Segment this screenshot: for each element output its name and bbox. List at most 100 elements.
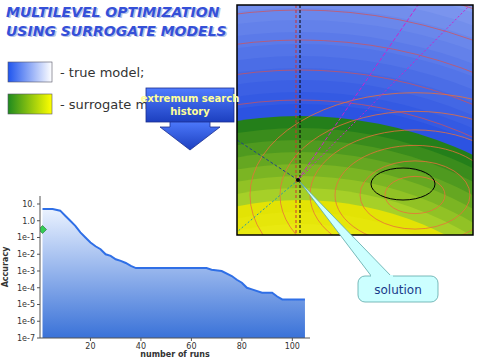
y-tick	[37, 203, 40, 204]
y-tick-label: 1e-6	[17, 317, 35, 326]
solution-callout: solution	[300, 182, 438, 302]
contour-band	[237, 5, 473, 235]
y-tick	[37, 287, 40, 288]
constraint-line	[300, 5, 301, 235]
legend-swatch	[8, 62, 52, 82]
contour-band	[237, 5, 473, 235]
contour-band	[237, 5, 473, 235]
contour-band	[237, 5, 473, 235]
callout-text: solution	[374, 283, 422, 297]
contour-band	[237, 5, 473, 235]
figure-frame	[237, 5, 473, 235]
contour-band	[237, 152, 473, 235]
callout-pointer	[300, 182, 392, 277]
y-tick-label: 1e-3	[17, 267, 35, 276]
y-tick-label: 1e-1	[17, 233, 35, 242]
contour-line	[237, 100, 473, 235]
contour-band	[237, 5, 473, 235]
title-line: USING SURROGATE MODELS	[6, 23, 227, 39]
contour-line	[237, 5, 473, 235]
y-tick	[37, 321, 40, 322]
x-tick-label: 20	[85, 342, 95, 351]
contour-band	[237, 5, 473, 235]
y-tick-label: 1e-7	[17, 334, 35, 343]
contour-band	[237, 104, 473, 235]
contour-line	[237, 5, 473, 235]
contour-line	[237, 70, 473, 235]
contour-band	[237, 20, 473, 235]
contour-line	[237, 5, 473, 235]
x-tick	[292, 338, 293, 341]
y-tick-label: 1e-2	[17, 250, 35, 259]
chart: 10.1.01e-11e-21e-31e-41e-51e-61e-7204060…	[1, 196, 310, 359]
contour-band	[237, 5, 473, 235]
y-tick-label: 10.	[22, 200, 35, 209]
callout-box	[358, 276, 438, 302]
contour-band	[237, 212, 473, 235]
y-axis	[40, 196, 41, 338]
contour-band	[237, 5, 473, 235]
contour-band	[237, 164, 473, 235]
contour-line	[237, 5, 473, 235]
history-callout: extremum search history	[141, 88, 240, 150]
objective-contour	[385, 176, 445, 213]
solution-point	[296, 178, 300, 182]
y-tick	[37, 304, 40, 305]
y-tick	[37, 270, 40, 271]
contour-band	[237, 5, 473, 235]
contour-line	[237, 5, 473, 235]
callout-join	[371, 275, 393, 278]
contour-band	[237, 116, 473, 235]
objective-contour	[335, 145, 473, 235]
objective-contour	[360, 161, 470, 229]
legend-label: - true model;	[60, 65, 145, 80]
contour-band	[237, 5, 473, 235]
x-axis-label: number of runs	[140, 350, 210, 359]
contour-band	[237, 224, 473, 235]
y-tick-label: 1e-5	[17, 300, 35, 309]
callout-text: history	[170, 106, 210, 117]
x-tick	[241, 338, 242, 341]
contour-band	[237, 5, 473, 235]
y-tick	[37, 220, 40, 221]
y-tick-label: 1e-4	[17, 284, 35, 293]
x-tick	[191, 338, 192, 341]
callout-arrow	[160, 120, 220, 150]
contour-band	[237, 5, 473, 235]
contour-band	[237, 5, 473, 235]
objective-contour	[280, 111, 473, 235]
x-tick	[140, 338, 141, 341]
contour-band	[237, 5, 473, 235]
y-tick-label: 1.0	[22, 217, 35, 226]
callout-text: extremum search	[141, 93, 240, 104]
constraint-line	[298, 5, 470, 180]
title: MULTILEVEL OPTIMIZATIONMULTILEVEL OPTIMI…	[6, 4, 228, 40]
contour-band	[237, 140, 473, 235]
contour-band	[237, 5, 473, 235]
constraint-line	[298, 5, 418, 180]
contour-figure	[237, 5, 473, 235]
contour-line	[237, 5, 473, 235]
objective-contour	[250, 93, 473, 235]
contour-line	[237, 40, 473, 235]
y-tick	[37, 254, 40, 255]
y-axis-label: Accuracy	[1, 246, 10, 287]
series-line	[43, 209, 305, 299]
constraint-line	[296, 5, 297, 235]
contour-band	[237, 80, 473, 235]
constraint-line	[237, 180, 298, 232]
y-tick	[37, 338, 40, 339]
optimum-contour	[371, 168, 435, 200]
x-tick-label: 100	[285, 342, 300, 351]
contour-band	[237, 200, 473, 235]
constraint-line	[237, 140, 298, 180]
area-fill	[43, 209, 305, 338]
title-line: MULTILEVEL OPTIMIZATION	[6, 4, 220, 20]
x-tick	[90, 338, 91, 341]
x-axis	[40, 338, 310, 339]
contour-band	[237, 56, 473, 235]
y-tick	[37, 237, 40, 238]
contour-line	[237, 5, 473, 235]
contour-band	[237, 5, 473, 235]
contour-band	[237, 92, 473, 235]
